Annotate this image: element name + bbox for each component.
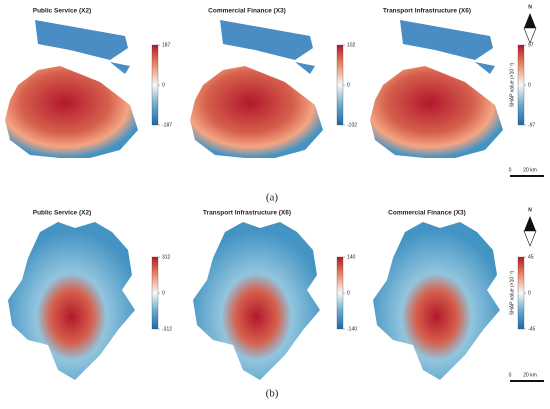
panel-title: Commercial Finance (X3)	[388, 210, 466, 217]
scale-end: 20 km	[523, 167, 537, 173]
map-mainland	[8, 222, 135, 380]
colorbar-tick-label: 0	[347, 82, 350, 88]
colorbar	[151, 256, 159, 330]
colorbar-tick-label: 0	[162, 82, 165, 88]
map-mainland	[373, 222, 500, 380]
scale-bar	[510, 380, 544, 382]
map	[370, 20, 503, 158]
north-arrow	[524, 216, 536, 231]
map-mainland	[190, 66, 323, 158]
map-mainland	[193, 222, 320, 380]
north-arrow	[523, 27, 537, 44]
map-island	[35, 20, 128, 60]
colorbar	[517, 44, 525, 126]
colorbar-tick-label: -187	[162, 122, 172, 128]
map	[5, 20, 138, 158]
colorbar-tick-label: 45	[528, 254, 534, 260]
colorbar-tick-label: -312	[162, 326, 172, 332]
colorbar-tick-label: -45	[528, 326, 535, 332]
map	[190, 20, 323, 158]
scale-start: 0	[509, 372, 512, 378]
colorbar-tick-label: 0	[528, 82, 531, 88]
panel-title: Transport Infrastructure (X6)	[203, 210, 291, 217]
colorbar-tick-label: -102	[347, 122, 357, 128]
panel-title: Public Service (X2)	[33, 210, 92, 217]
map-mainland	[370, 66, 503, 158]
map-island	[110, 62, 130, 74]
north-label: N	[528, 4, 532, 10]
panel-title: Transport Infrastructure (X6)	[383, 8, 471, 15]
map-island	[220, 20, 313, 60]
north-arrow	[523, 230, 537, 247]
panel-label: (b)	[266, 388, 279, 400]
map-mainland	[5, 66, 138, 158]
map-island	[400, 20, 493, 60]
colorbar-tick-label: -97	[528, 122, 535, 128]
colorbar-tick-label: -140	[347, 326, 357, 332]
panel-title: Public Service (X2)	[33, 8, 92, 15]
north-label: N	[528, 207, 532, 213]
colorbar-tick-label: 312	[162, 254, 171, 260]
scale-bar	[510, 175, 544, 177]
map	[8, 222, 135, 380]
colorbar-tick-label: 187	[162, 42, 171, 48]
colorbar	[517, 256, 525, 330]
colorbar-tick-label: 97	[528, 42, 534, 48]
panel-label: (a)	[266, 192, 279, 204]
colorbar-tick-label: 0	[162, 290, 165, 296]
colorbar-title: SHAP value (×10⁻³)	[509, 270, 515, 315]
colorbar-tick-label: 102	[347, 42, 356, 48]
scale-end: 20 km	[523, 372, 537, 378]
map	[193, 222, 320, 380]
colorbar-tick-label: 140	[347, 254, 356, 260]
map-island	[295, 62, 315, 74]
scale-start: 0	[509, 167, 512, 173]
colorbar	[151, 44, 159, 126]
colorbar-tick-label: 0	[347, 290, 350, 296]
colorbar-tick-label: 0	[528, 290, 531, 296]
colorbar	[336, 256, 344, 330]
map-island	[475, 62, 495, 74]
colorbar	[336, 44, 344, 126]
map	[373, 222, 500, 380]
panel-title: Commercial Finance (X3)	[208, 8, 286, 15]
colorbar-title: SHAP value (×10⁻³)	[509, 62, 515, 107]
north-arrow	[524, 13, 536, 28]
